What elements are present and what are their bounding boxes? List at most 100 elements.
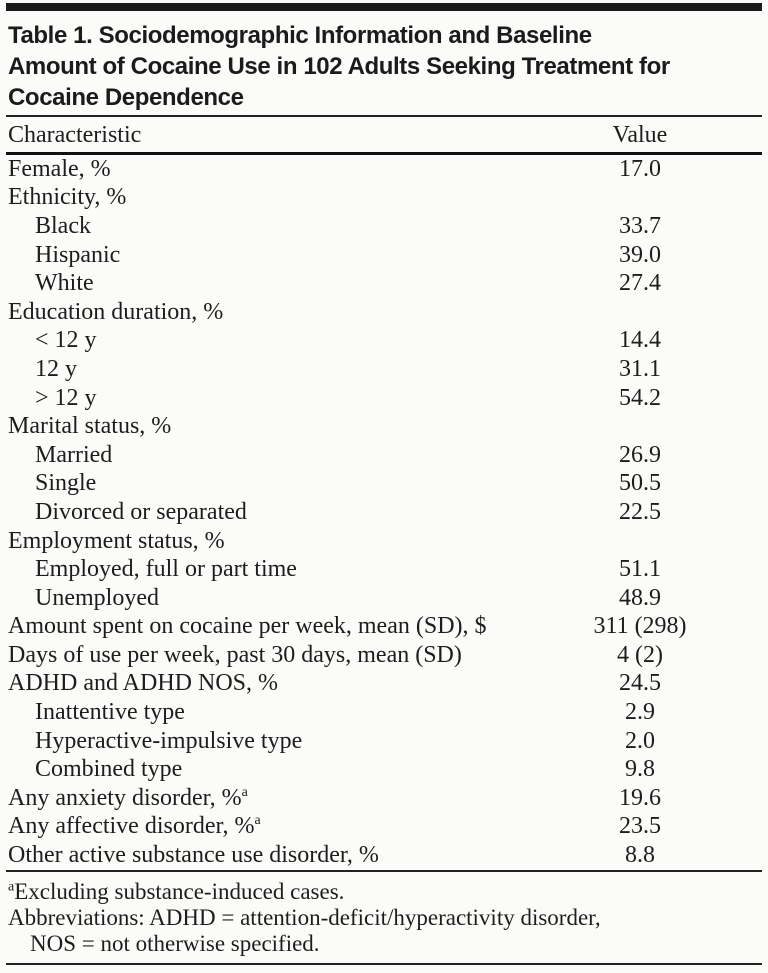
table-row: Hispanic 39.0 — [6, 241, 762, 270]
characteristic-cell: > 12 y — [6, 385, 560, 412]
characteristic-label: Hyperactive-impulsive type — [35, 727, 303, 754]
characteristic-label: Education duration, % — [8, 298, 224, 325]
value-cell: 26.9 — [619, 441, 661, 468]
characteristic-cell: Black — [6, 213, 560, 240]
table-header-row: Characteristic Value — [6, 117, 762, 152]
characteristic-cell: Employed, full or part time — [6, 556, 560, 583]
characteristic-cell: Divorced or separated — [6, 499, 560, 526]
footnotes: aExcluding substance-induced cases. Abbr… — [6, 872, 762, 963]
value-cell: 54.2 — [619, 384, 661, 411]
table-row: Single 50.5 — [6, 470, 762, 499]
table-title-line: Cocaine Dependence — [8, 84, 244, 111]
characteristic-cell: Education duration, % — [6, 299, 560, 326]
table-body: Female, % 17.0 Ethnicity, % Black 33.7 H… — [6, 155, 762, 870]
characteristic-cell: Unemployed — [6, 585, 560, 612]
characteristic-label: Employment status, % — [8, 527, 225, 554]
table-row: Other active substance use disorder, % 8… — [6, 841, 762, 870]
table-row: 12 y 31.1 — [6, 355, 762, 384]
characteristic-cell: Days of use per week, past 30 days, mean… — [6, 642, 560, 669]
characteristic-label: Other active substance use disorder, % — [8, 842, 379, 869]
table-row: Combined type 9.8 — [6, 755, 762, 784]
table-title: Table 1. Sociodemographic Information an… — [6, 20, 762, 113]
value-cell: 22.5 — [619, 498, 661, 525]
characteristic-label: Combined type — [35, 756, 183, 783]
characteristic-cell: Inattentive type — [6, 699, 560, 726]
table-row: Days of use per week, past 30 days, mean… — [6, 641, 762, 670]
characteristic-cell: Marital status, % — [6, 413, 560, 440]
characteristic-label: Single — [35, 470, 97, 497]
table-row: Education duration, % — [6, 298, 762, 327]
value-cell: 311 (298) — [593, 613, 687, 640]
table-row: Ethnicity, % — [6, 184, 762, 213]
table-title-line: Table 1. Sociodemographic Information an… — [8, 22, 592, 49]
characteristic-label: Marital status, % — [8, 413, 172, 440]
table-row: Female, % 17.0 — [6, 155, 762, 184]
value-cell: 48.9 — [619, 584, 661, 611]
table-row: Inattentive type 2.9 — [6, 698, 762, 727]
characteristic-label: Married — [35, 441, 113, 468]
characteristic-label: > 12 y — [35, 384, 97, 411]
characteristic-cell: Hispanic — [6, 242, 560, 269]
characteristic-cell: White — [6, 270, 560, 297]
value-cell: 23.5 — [619, 813, 661, 840]
table-row: White 27.4 — [6, 269, 762, 298]
footnote-marker-sup: a — [254, 813, 261, 829]
table-row: Employment status, % — [6, 527, 762, 556]
characteristic-label: Any affective disorder, % — [8, 813, 255, 840]
characteristic-cell: Married — [6, 442, 560, 469]
table-row: Hyperactive-impulsive type 2.0 — [6, 727, 762, 756]
footnote-a: aExcluding substance-induced cases. — [8, 879, 762, 905]
table-row: < 12 y 14.4 — [6, 327, 762, 356]
value-cell: 31.1 — [619, 355, 661, 382]
characteristic-cell: ADHD and ADHD NOS, % — [6, 670, 560, 697]
characteristic-label: White — [35, 270, 94, 297]
table-row: Any anxiety disorder, %a 19.6 — [6, 784, 762, 813]
characteristic-cell: Female, % — [6, 156, 560, 183]
table-title-line: Amount of Cocaine Use in 102 Adults Seek… — [8, 53, 670, 80]
characteristic-label: Inattentive type — [35, 699, 185, 726]
column-header-value: Value — [612, 122, 668, 148]
table-row: Married 26.9 — [6, 441, 762, 470]
characteristic-cell: Combined type — [6, 756, 560, 783]
value-cell: 33.7 — [619, 212, 661, 239]
characteristic-cell: Employment status, % — [6, 528, 560, 555]
value-cell: 9.8 — [625, 756, 655, 783]
characteristic-label: Divorced or separated — [35, 498, 247, 525]
characteristic-label: Days of use per week, past 30 days, mean… — [8, 641, 462, 668]
characteristic-label: Black — [35, 212, 91, 239]
characteristic-label: Any anxiety disorder, % — [8, 784, 242, 811]
footnote-marker-sup: a — [241, 784, 248, 800]
characteristic-cell: Any affective disorder, %a — [6, 813, 560, 840]
footnote-abbreviations-line2: NOS = not otherwise specified. — [30, 930, 320, 956]
table-row: Marital status, % — [6, 412, 762, 441]
footnote-abbreviations-line1: Abbreviations: ADHD = attention-deficit/… — [8, 904, 601, 930]
value-cell: 2.0 — [625, 727, 655, 754]
value-cell: 17.0 — [619, 155, 661, 182]
footnote-a-text: Excluding substance-induced cases. — [14, 878, 345, 904]
characteristic-cell: < 12 y — [6, 327, 560, 354]
table-row: Any affective disorder, %a 23.5 — [6, 813, 762, 842]
value-cell: 4 (2) — [617, 641, 663, 668]
table-row: Amount spent on cocaine per week, mean (… — [6, 613, 762, 642]
value-cell: 51.1 — [619, 556, 661, 583]
table-row: ADHD and ADHD NOS, % 24.5 — [6, 670, 762, 699]
value-cell: 27.4 — [619, 270, 661, 297]
table-row: Divorced or separated 22.5 — [6, 498, 762, 527]
bottom-border-rule — [6, 962, 762, 965]
footnote-a-marker: a — [8, 879, 15, 895]
column-header-characteristic: Characteristic — [8, 122, 142, 148]
characteristic-cell: Amount spent on cocaine per week, mean (… — [6, 613, 560, 640]
value-cell: 19.6 — [619, 784, 661, 811]
characteristic-cell: Hyperactive-impulsive type — [6, 728, 560, 755]
value-cell: 50.5 — [619, 470, 661, 497]
characteristic-cell: Single — [6, 470, 560, 497]
top-border-rule — [6, 3, 762, 11]
characteristic-cell: 12 y — [6, 356, 560, 383]
characteristic-label: ADHD and ADHD NOS, % — [8, 670, 278, 697]
characteristic-cell: Ethnicity, % — [6, 184, 560, 211]
characteristic-label: Amount spent on cocaine per week, mean (… — [8, 613, 487, 640]
characteristic-label: 12 y — [35, 355, 77, 382]
header-top-rule — [6, 115, 762, 117]
table-row: Unemployed 48.9 — [6, 584, 762, 613]
characteristic-cell: Other active substance use disorder, % — [6, 842, 560, 869]
